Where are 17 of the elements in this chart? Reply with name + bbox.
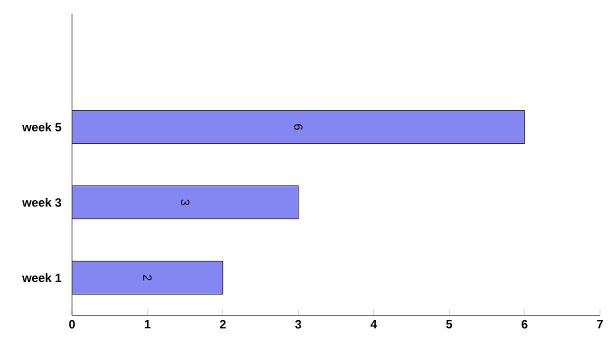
y-tick-label: week 3: [22, 198, 62, 207]
x-tick-label: 2: [220, 320, 226, 328]
y-tick-label: week 5: [22, 122, 62, 132]
x-tick-label: 0: [69, 320, 75, 329]
data-label: 3: [180, 199, 190, 206]
x-tick-label: 5: [446, 320, 452, 328]
x-tick-label: 4: [370, 320, 377, 328]
bar: [72, 110, 525, 144]
x-tick-label: 7: [597, 320, 603, 328]
x-tick-label: 6: [522, 320, 528, 329]
bar: [72, 260, 224, 295]
y-tick-label: week 1: [22, 273, 62, 282]
x-tick-label: 3: [295, 320, 302, 329]
data-label: 2: [143, 274, 152, 280]
x-tick-label: 1: [144, 320, 150, 328]
bar: [72, 185, 299, 220]
data-label: 6: [294, 124, 303, 130]
